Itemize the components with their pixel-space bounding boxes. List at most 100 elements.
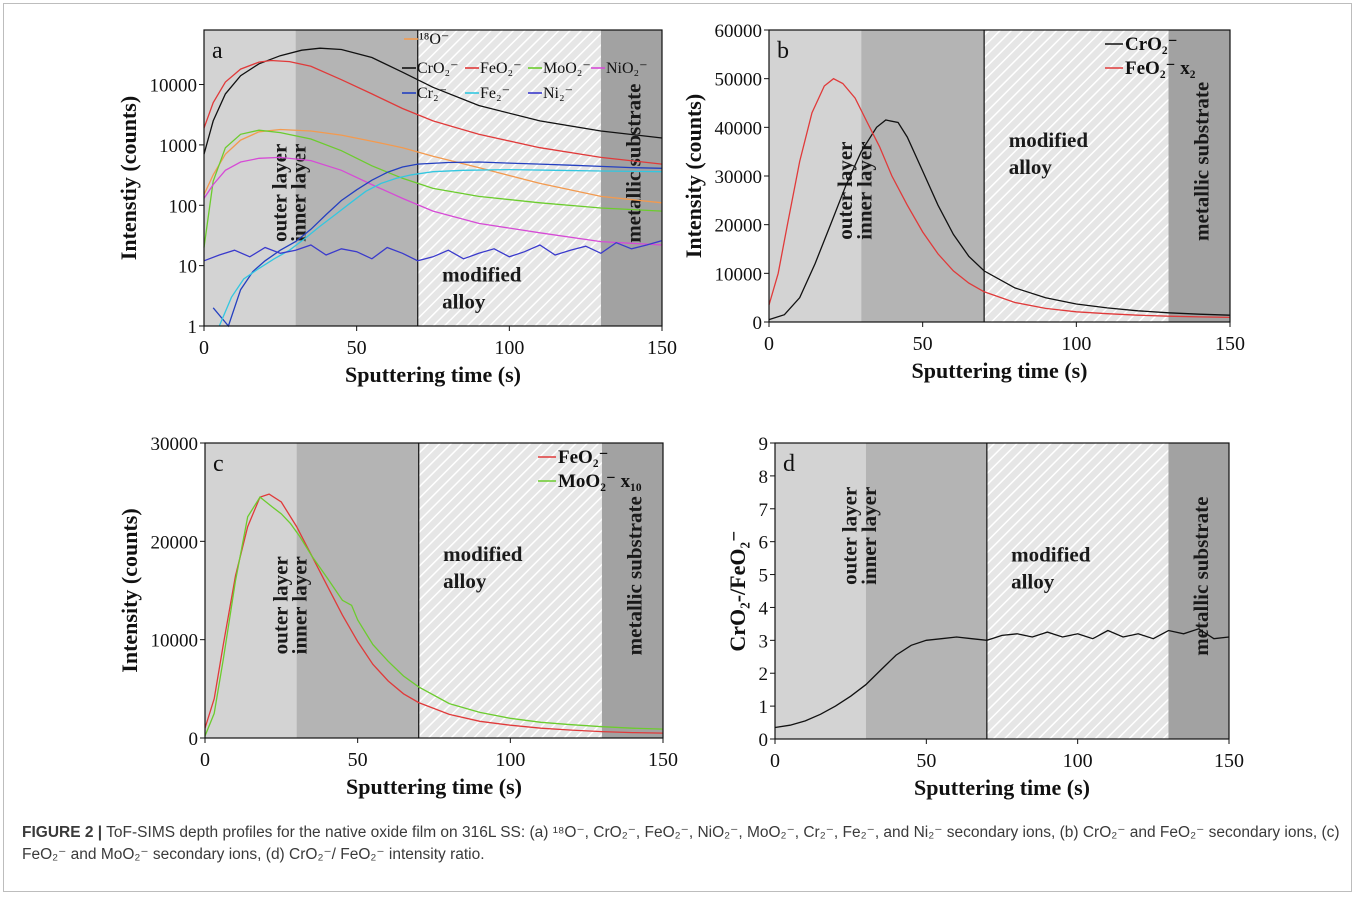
- y-tick-label: 50000: [715, 70, 763, 91]
- series-line-1: [768, 77, 1231, 319]
- x-tick-label: 0: [199, 337, 209, 359]
- y-tick-label: 9: [759, 434, 769, 455]
- x-tick-label: 50: [348, 749, 368, 771]
- y-tick-label: 1000: [159, 136, 197, 157]
- x-tick-label: 0: [200, 749, 210, 771]
- figure-frame: [3, 3, 1352, 892]
- region-band: [1168, 30, 1230, 322]
- y-tick-label: 0: [189, 729, 199, 750]
- legend-label: ¹⁸O⁻: [419, 31, 449, 48]
- y-axis-label: CrO₂-/FeO₂⁻: [725, 530, 750, 651]
- y-tick-label: 30000: [715, 167, 763, 188]
- series-line-4: [203, 156, 663, 246]
- region-band: [205, 443, 297, 738]
- series-line-3: [203, 129, 663, 248]
- region-label-modified: modified: [443, 542, 523, 566]
- legend-label: NiO₂⁻: [606, 60, 648, 77]
- x-tick-label: 0: [770, 750, 780, 772]
- y-tick-label: 6: [759, 533, 769, 554]
- region-label-metallic: metallic substrate: [622, 84, 646, 243]
- y-tick-label: 3: [759, 631, 769, 652]
- x-tick-label: 0: [764, 333, 774, 355]
- region-band: [601, 443, 663, 738]
- series-line-0: [204, 493, 664, 734]
- x-tick-label: 150: [648, 749, 678, 771]
- legend-label: CrO₂⁻: [417, 60, 459, 77]
- x-axis-label: Sputtering time (s): [914, 775, 1090, 800]
- y-tick-label: 2: [759, 664, 769, 685]
- region-label-outer: outer layer: [267, 144, 291, 242]
- panel-letter: d: [783, 451, 795, 477]
- legend-label: Cr₂⁻: [417, 85, 447, 102]
- panel-letter: a: [212, 38, 223, 64]
- series-line-0: [203, 128, 663, 204]
- x-tick-label: 100: [494, 337, 524, 359]
- figure-caption: FIGURE 2 | ToF-SIMS depth profiles for t…: [22, 822, 1340, 866]
- plot-frame: [774, 442, 1230, 740]
- figure-panels: outer layer inner layer metallic substrate…: [116, 21, 1245, 800]
- region-band: [417, 30, 601, 326]
- region-label-outer: outer layer: [833, 142, 857, 240]
- y-tick-label: 5: [759, 566, 769, 587]
- y-tick-label: 7: [759, 500, 769, 521]
- y-tick-label: 1: [188, 317, 198, 338]
- x-tick-label: 150: [1215, 333, 1245, 355]
- region-band: [1168, 443, 1229, 739]
- region-label-alloy: alloy: [1009, 155, 1053, 179]
- region-band: [775, 443, 866, 739]
- region-label-metallic: metallic substrate: [623, 496, 647, 655]
- plot-frame: [203, 29, 663, 327]
- x-tick-label: 150: [1214, 750, 1244, 772]
- region-label-metallic: metallic substrate: [1189, 82, 1213, 241]
- y-tick-label: 40000: [715, 118, 763, 139]
- y-tick-label: 100: [169, 196, 198, 217]
- y-tick-label: 20000: [151, 532, 199, 553]
- y-tick-label: 0: [759, 730, 769, 751]
- region-label-inner: inner layer: [288, 556, 312, 654]
- region-band: [861, 30, 985, 322]
- series-line-0: [774, 628, 1230, 729]
- region-label-inner: inner layer: [852, 142, 876, 240]
- region-label-modified: modified: [1011, 542, 1091, 566]
- x-axis-label: Sputtering time (s): [912, 358, 1088, 383]
- y-tick-label: 1: [759, 697, 769, 718]
- region-band: [986, 443, 1169, 739]
- region-band: [865, 443, 987, 739]
- x-tick-label: 50: [347, 337, 367, 359]
- series-line-0: [768, 119, 1231, 321]
- x-tick-label: 50: [913, 333, 933, 355]
- x-tick-label: 100: [1063, 750, 1093, 772]
- plot-frame: [204, 442, 664, 739]
- y-tick-label: 10000: [715, 264, 763, 285]
- y-tick-label: 4: [759, 598, 769, 619]
- legend-label: Ni₂⁻: [543, 85, 573, 102]
- y-tick-label: 10: [178, 257, 197, 278]
- region-label-alloy: alloy: [1011, 569, 1055, 593]
- series-line-2: [203, 59, 663, 165]
- x-axis-label: Sputtering time (s): [345, 362, 521, 387]
- region-label-alloy: alloy: [442, 290, 486, 314]
- region-label-metallic: metallic substrate: [1189, 497, 1213, 656]
- region-band: [418, 443, 602, 738]
- x-tick-label: 100: [1061, 333, 1091, 355]
- region-label-alloy: alloy: [443, 569, 487, 593]
- region-band: [984, 30, 1169, 322]
- series-line-7: [203, 239, 663, 262]
- region-label-modified: modified: [442, 263, 522, 287]
- legend-label: FeO₂⁻ x₂: [1125, 58, 1196, 79]
- y-axis-label: Intensity (counts): [681, 94, 706, 258]
- caption-text: ToF-SIMS depth profiles for the native o…: [22, 824, 1340, 863]
- x-axis-label: Sputtering time (s): [346, 774, 522, 799]
- series-line-1: [204, 496, 664, 737]
- legend-label: FeO₂⁻: [558, 447, 609, 468]
- region-label-outer: outer layer: [838, 487, 862, 585]
- region-label-modified: modified: [1009, 128, 1089, 152]
- legend-label: FeO₂⁻: [480, 60, 522, 77]
- y-tick-label: 20000: [715, 216, 763, 237]
- caption-label: FIGURE 2 |: [22, 824, 103, 841]
